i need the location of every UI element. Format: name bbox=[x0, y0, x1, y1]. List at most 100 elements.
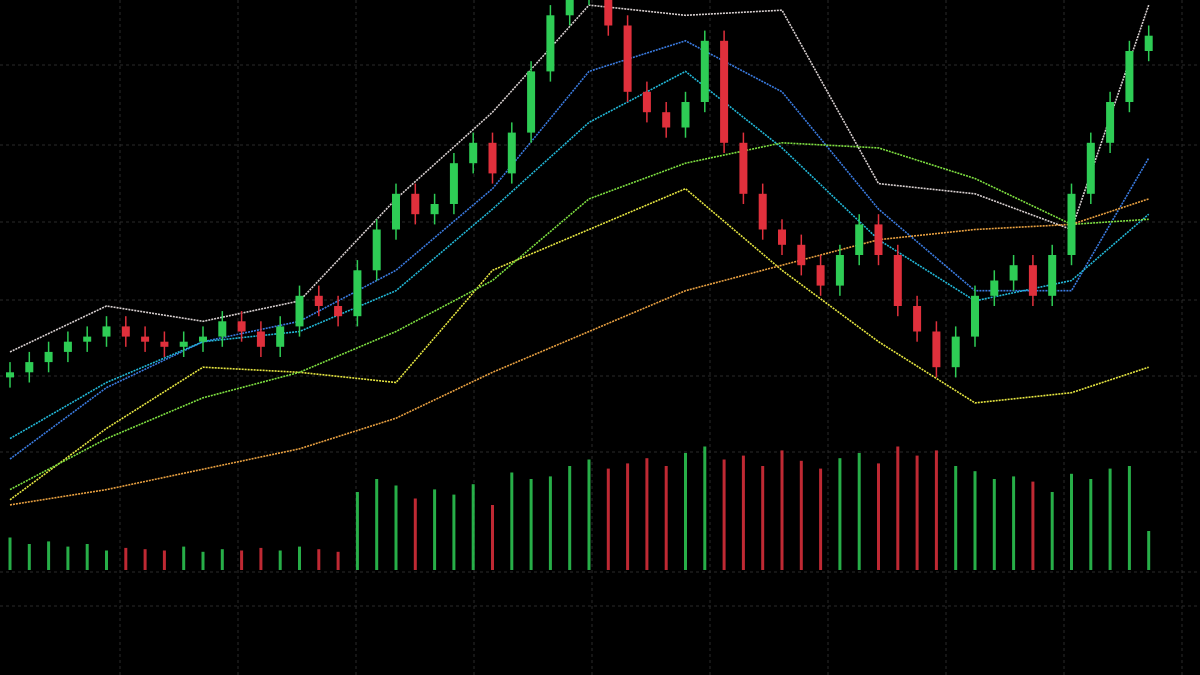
volume-bar bbox=[433, 489, 437, 570]
candle-body bbox=[932, 331, 941, 368]
volume-bar bbox=[298, 546, 301, 570]
candle-body bbox=[507, 132, 516, 174]
volume-bar bbox=[1147, 531, 1151, 570]
candle-body bbox=[855, 224, 864, 255]
candle-body bbox=[1086, 142, 1095, 194]
volume-bar bbox=[510, 472, 514, 570]
moving-average-line bbox=[9, 198, 1149, 506]
volume-bar bbox=[182, 546, 186, 570]
candle-body bbox=[623, 25, 632, 92]
volume-bar bbox=[1089, 479, 1093, 570]
volume-bar bbox=[684, 453, 687, 570]
volume-bar bbox=[877, 463, 880, 570]
candle-body bbox=[334, 306, 343, 317]
candle-body bbox=[295, 295, 304, 327]
candle-body bbox=[546, 15, 555, 72]
candle-body bbox=[816, 265, 825, 286]
candle-body bbox=[6, 372, 14, 378]
candle-body bbox=[160, 341, 169, 347]
volume-bar bbox=[645, 458, 649, 570]
volume-bar bbox=[1031, 481, 1035, 570]
volume-bar bbox=[1127, 466, 1131, 570]
candle-body bbox=[913, 306, 922, 332]
candle-body bbox=[951, 336, 960, 368]
candle-body bbox=[488, 142, 497, 174]
volume-bar bbox=[857, 453, 861, 570]
volume-bar bbox=[954, 466, 958, 570]
candle-body bbox=[102, 326, 111, 337]
volume-bar bbox=[105, 550, 108, 570]
volume-bar bbox=[240, 550, 244, 570]
candle-body bbox=[797, 244, 806, 266]
moving-average-line bbox=[9, 141, 1149, 491]
volume-bar bbox=[548, 476, 552, 570]
volume-bar bbox=[85, 544, 89, 570]
candle-body bbox=[990, 280, 999, 296]
candle-body bbox=[874, 224, 883, 255]
volume-bar bbox=[1050, 492, 1054, 570]
candle-body bbox=[681, 102, 690, 128]
candle-body bbox=[527, 71, 536, 133]
candle-body bbox=[141, 336, 150, 342]
volume-bar bbox=[124, 547, 128, 570]
candle-body bbox=[971, 295, 979, 337]
candle-body bbox=[778, 229, 786, 245]
volume-bar bbox=[317, 549, 321, 570]
volume-bar bbox=[1012, 476, 1016, 570]
volume-bar bbox=[915, 455, 919, 570]
volume-bar bbox=[143, 549, 147, 570]
volume-bar bbox=[819, 468, 823, 570]
candle-body bbox=[565, 0, 574, 16]
candle-body bbox=[411, 193, 420, 215]
volume-bar bbox=[27, 544, 31, 570]
candle-body bbox=[1028, 265, 1037, 296]
candle-body bbox=[720, 40, 729, 143]
volume-bar bbox=[799, 460, 803, 570]
candle-body bbox=[662, 112, 671, 128]
volume-bar bbox=[626, 463, 630, 570]
candle-body bbox=[218, 321, 227, 337]
volume-bar bbox=[220, 549, 224, 570]
volume-bar bbox=[722, 459, 726, 570]
volume-bar bbox=[741, 455, 745, 570]
candle-body bbox=[392, 193, 400, 230]
volume-bar bbox=[355, 492, 359, 570]
candle-body bbox=[642, 91, 651, 113]
candle-body bbox=[1125, 51, 1134, 102]
volume-bar bbox=[896, 446, 900, 570]
candle-body bbox=[276, 326, 285, 347]
candle-body bbox=[63, 341, 72, 352]
volume-bar bbox=[934, 450, 938, 570]
volume-bar bbox=[761, 466, 765, 570]
candle-body bbox=[199, 336, 207, 342]
volume-bar bbox=[529, 479, 533, 570]
volume-bar bbox=[66, 546, 70, 570]
candle-body bbox=[1067, 193, 1076, 255]
volume-bar bbox=[838, 458, 842, 570]
volume-bar bbox=[780, 450, 784, 570]
candle-body bbox=[1048, 255, 1057, 296]
candle-body bbox=[893, 255, 902, 306]
candle-body bbox=[353, 270, 362, 317]
volume-bar bbox=[375, 479, 379, 570]
volume-bar bbox=[992, 479, 996, 570]
volume-bar bbox=[201, 551, 205, 570]
candle-body bbox=[237, 321, 246, 332]
moving-average-line bbox=[9, 187, 1149, 501]
candle-body bbox=[1009, 265, 1018, 281]
volume-bar bbox=[606, 468, 610, 570]
volume-bar bbox=[259, 547, 263, 570]
candle-body bbox=[739, 142, 748, 194]
volume-bar bbox=[703, 446, 707, 570]
volume-bar bbox=[336, 551, 340, 570]
volume-bar bbox=[278, 550, 282, 570]
volume-bar bbox=[8, 537, 12, 570]
volume-bar bbox=[491, 505, 494, 570]
candle-body bbox=[179, 341, 188, 347]
candle-body bbox=[314, 295, 323, 306]
volume-bar bbox=[1108, 468, 1112, 570]
candle-body bbox=[44, 351, 53, 363]
volume-bar bbox=[394, 485, 398, 570]
